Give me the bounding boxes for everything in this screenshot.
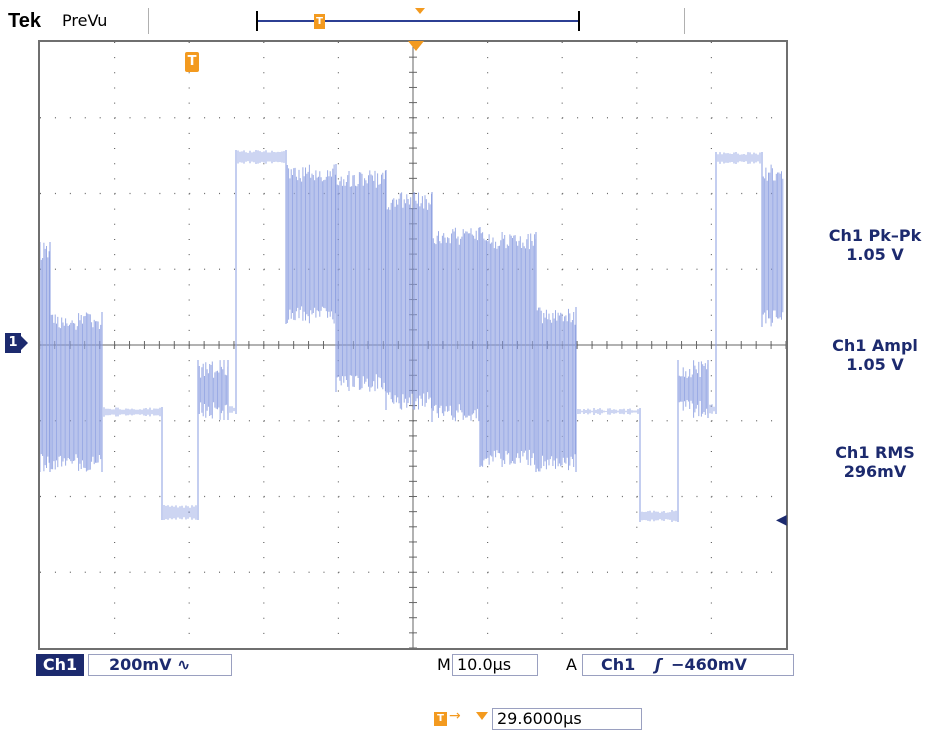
trigger-point-icon[interactable]: T <box>185 52 199 72</box>
record-trigger-icon: T <box>314 14 325 29</box>
rising-edge-icon: ʃ <box>654 655 662 674</box>
measurement-rms: Ch1 RMS 296mV <box>800 443 950 481</box>
measurement-label: Ch1 Ampl <box>832 336 918 355</box>
graticule[interactable] <box>38 40 788 650</box>
trigger-position-icon[interactable] <box>408 41 424 51</box>
measurement-value: 296mV <box>843 462 907 481</box>
trigger-source: Ch1 <box>601 655 636 674</box>
trigger-delay-icon: T <box>434 712 447 726</box>
measurement-value: 1.05 V <box>846 355 904 374</box>
measurement-ampl: Ch1 Ampl 1.05 V <box>800 336 950 374</box>
timebase-label: M <box>437 655 451 674</box>
brand-logo: Tek <box>8 10 41 32</box>
channel-tag[interactable]: Ch1 <box>36 654 84 676</box>
record-bracket-left <box>256 11 258 31</box>
measurement-label: Ch1 RMS <box>835 443 915 462</box>
delay-position-icon <box>476 712 488 720</box>
acquisition-label: A <box>566 655 577 674</box>
waveform-display <box>40 42 786 648</box>
measurement-value: 1.05 V <box>846 245 904 264</box>
timebase-readout[interactable]: 10.0μs <box>452 654 538 676</box>
bandwidth-limit-icon: ∿ <box>177 655 191 674</box>
horizontal-delay-readout[interactable]: 29.6000μs <box>492 708 642 730</box>
header-divider <box>148 8 149 34</box>
record-bracket-right <box>578 11 580 31</box>
channel1-ground-marker[interactable]: 1 <box>5 333 28 353</box>
header-divider <box>684 8 685 34</box>
measurement-pk-pk: Ch1 Pk–Pk 1.05 V <box>800 226 950 264</box>
waveform-edges <box>49 150 763 522</box>
measurement-label: Ch1 Pk–Pk <box>828 226 922 245</box>
trigger-level: −460mV <box>671 655 747 674</box>
acquisition-mode: PreVu <box>62 11 108 30</box>
trigger-level-icon[interactable]: ◀ <box>776 512 787 528</box>
record-length-bar <box>258 20 578 22</box>
record-position-icon <box>415 8 425 14</box>
delay-arrow-icon: → <box>449 708 461 724</box>
trigger-readout[interactable]: Ch1 ʃ −460mV <box>582 654 794 676</box>
waveform-envelope <box>40 150 784 522</box>
vertical-scale-readout[interactable]: 200mV ∿ <box>88 654 232 676</box>
vertical-scale-value: 200mV <box>109 655 172 674</box>
